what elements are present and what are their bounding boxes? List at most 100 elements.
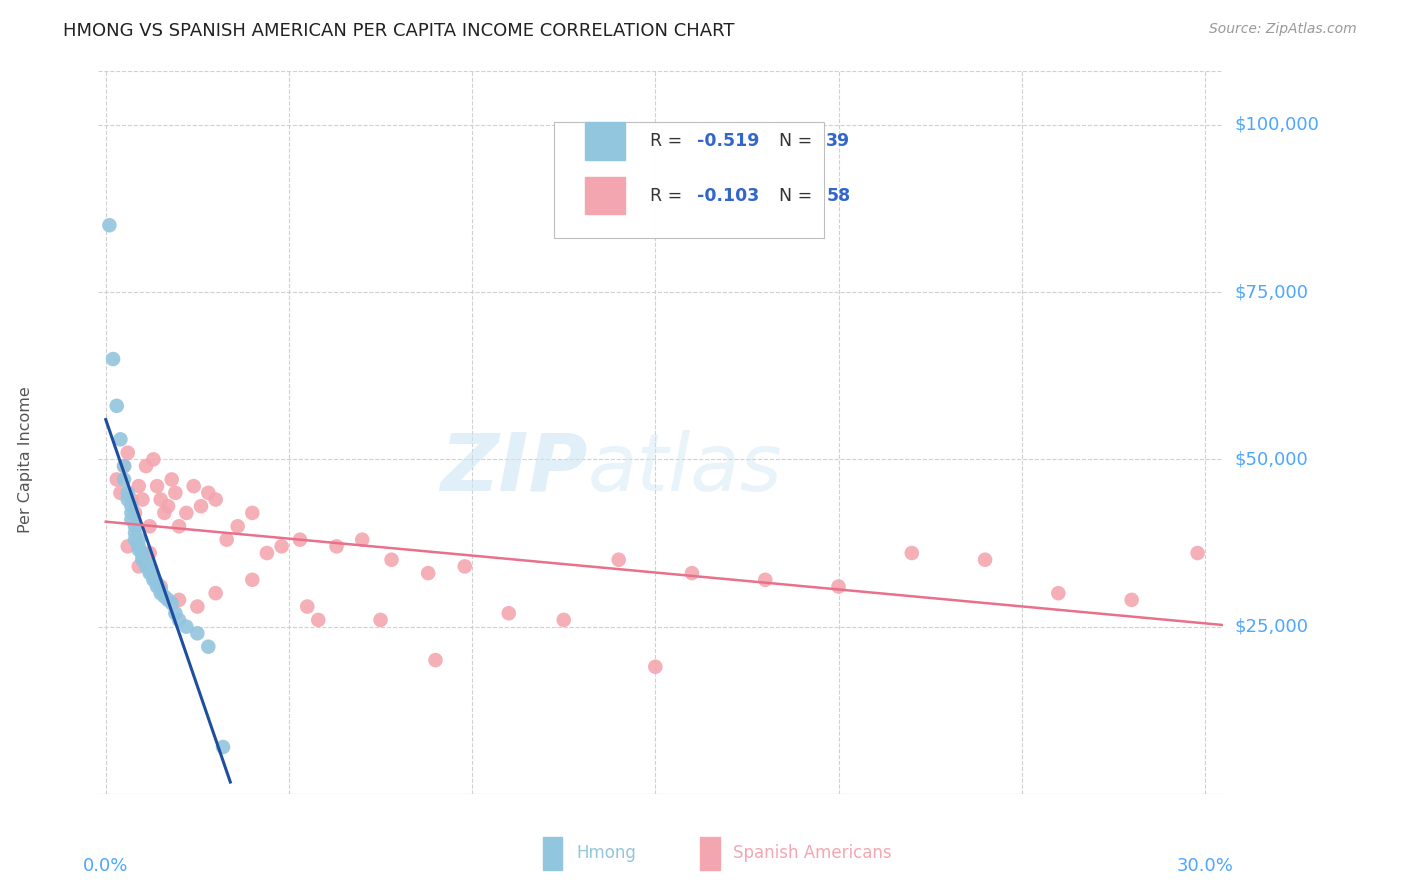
Point [160,473,183,487]
Point [146,479,169,493]
Text: Source: ZipAtlas.com: Source: ZipAtlas.com [1209,22,1357,37]
Point [124,533,146,547]
Text: $25,000: $25,000 [1234,617,1308,636]
Point [128,533,150,547]
Point [124,519,146,533]
Point [128,559,150,574]
Point [135,458,157,473]
Text: ZIP: ZIP [440,430,588,508]
Point [149,580,172,594]
Point [186,626,208,640]
Point [270,539,292,553]
Point [149,492,172,507]
Point [142,573,165,587]
Point [138,563,160,577]
Point [105,473,128,487]
Point [165,607,187,621]
Point [124,506,146,520]
Text: 58: 58 [827,186,851,204]
Text: -0.103: -0.103 [697,186,759,204]
Point [204,492,226,507]
Text: 30.0%: 30.0% [1177,857,1233,875]
Point [681,566,703,581]
Point [167,592,190,607]
Point [1047,586,1070,600]
Text: $50,000: $50,000 [1234,450,1308,468]
FancyBboxPatch shape [585,122,624,160]
Point [167,519,190,533]
Point [901,546,924,560]
Point [425,653,447,667]
Point [110,485,132,500]
Point [165,485,187,500]
Point [190,500,212,514]
Point [117,446,139,460]
Point [644,660,666,674]
Point [105,399,128,413]
Point [380,552,402,567]
Point [131,546,153,560]
Text: N =: N = [779,186,818,204]
Point [176,619,198,633]
Point [418,566,440,581]
Point [197,485,219,500]
Text: 0.0%: 0.0% [83,857,128,875]
Point [754,573,776,587]
Point [149,586,172,600]
Point [176,506,198,520]
Text: atlas: atlas [588,430,783,508]
Point [240,573,263,587]
Point [128,539,150,553]
Point [117,492,139,507]
Point [128,542,150,557]
Point [167,613,190,627]
Point [153,590,176,604]
Point [124,526,146,541]
Point [112,458,135,473]
Point [138,566,160,581]
Point [120,500,142,514]
Point [146,580,169,594]
Point [352,533,374,547]
Point [153,506,176,520]
Point [186,599,208,614]
Point [607,552,630,567]
Text: Per Capita Income: Per Capita Income [18,386,32,533]
Point [135,559,157,574]
Point [307,613,329,627]
FancyBboxPatch shape [700,838,720,870]
Point [297,599,319,614]
Text: $75,000: $75,000 [1234,283,1308,301]
Point [120,492,142,507]
Point [131,552,153,567]
Point [112,473,135,487]
Point [128,479,150,493]
Text: R =: R = [650,132,688,150]
Point [142,452,165,467]
Text: 39: 39 [827,132,851,150]
Point [98,219,121,233]
Text: $100,000: $100,000 [1234,116,1319,134]
Text: -0.519: -0.519 [697,132,759,150]
Point [288,533,311,547]
Point [138,546,160,560]
Text: N =: N = [779,132,818,150]
Point [1121,592,1143,607]
Point [215,533,238,547]
Point [183,479,205,493]
Point [212,740,235,755]
Point [135,556,157,570]
Point [160,596,183,610]
Point [138,519,160,533]
Point [117,485,139,500]
Text: Hmong: Hmong [576,844,636,863]
FancyBboxPatch shape [554,122,824,237]
Point [149,582,172,597]
Point [553,613,575,627]
Point [256,546,278,560]
Point [240,506,263,520]
Point [146,576,169,591]
Text: HMONG VS SPANISH AMERICAN PER CAPITA INCOME CORRELATION CHART: HMONG VS SPANISH AMERICAN PER CAPITA INC… [63,22,735,40]
Point [120,512,142,526]
Point [1187,546,1209,560]
